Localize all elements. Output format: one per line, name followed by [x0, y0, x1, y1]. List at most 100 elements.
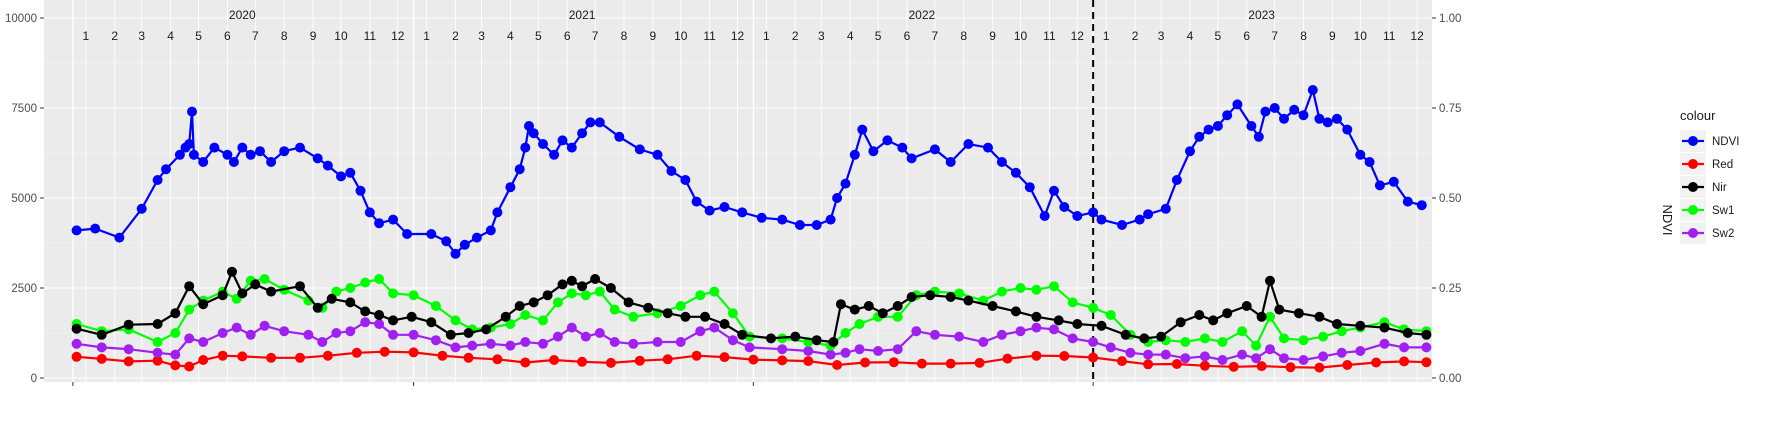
data-point-ndvi [719, 202, 730, 212]
data-point-ndvi [585, 117, 596, 128]
data-point-sw2 [744, 342, 755, 353]
data-point-sw2 [854, 344, 865, 355]
data-point-nir [643, 302, 654, 313]
month-label: 1 [763, 29, 770, 43]
year-label: 2022 [909, 8, 936, 22]
data-point-red [170, 360, 181, 371]
data-point-ndvi [1010, 167, 1021, 178]
data-point-sw2 [184, 333, 195, 344]
month-label: 6 [564, 29, 571, 43]
data-point-nir [1194, 310, 1205, 320]
data-point-red [408, 347, 419, 358]
data-point-sw1 [1049, 281, 1059, 292]
data-point-nir [312, 302, 323, 313]
data-point-ndvi [594, 117, 605, 128]
data-point-sw2 [450, 342, 461, 353]
data-point-ndvi [577, 128, 588, 139]
data-point-sw1 [1088, 302, 1099, 313]
month-label: 10 [674, 29, 688, 43]
data-point-nir [828, 337, 839, 347]
data-point-ndvi [811, 220, 822, 230]
month-label: 5 [875, 29, 882, 43]
data-point-red [96, 353, 107, 364]
data-point-nir [811, 335, 822, 346]
month-label: 5 [1215, 29, 1222, 43]
data-point-nir [835, 299, 846, 310]
data-point-sw2 [374, 319, 385, 329]
month-label: 8 [1300, 29, 1307, 43]
data-point-red [1171, 359, 1182, 369]
legend-label: Sw1 [1712, 205, 1734, 217]
data-point-sw1 [430, 301, 441, 311]
data-point-ndvi [868, 146, 879, 157]
grid-lines [44, 0, 1432, 382]
y-tick-label-right: 0.00 [1439, 373, 1461, 385]
month-label: 2 [111, 29, 118, 43]
data-point-ndvi [174, 149, 185, 160]
data-point-ndvi [1203, 124, 1214, 135]
data-point-ndvi [228, 157, 239, 167]
data-point-ndvi [1171, 175, 1182, 185]
y-tick-label-right: 0.25 [1439, 283, 1461, 295]
data-point-red [322, 350, 333, 361]
data-point-sw1 [331, 286, 342, 297]
data-point-sw2 [727, 335, 738, 346]
data-point-sw2 [803, 346, 814, 356]
data-point-sw2 [1251, 353, 1262, 364]
data-point-ndvi [1364, 157, 1375, 167]
data-point-ndvi [245, 149, 256, 160]
data-point-ndvi [426, 229, 437, 239]
data-point-sw2 [628, 338, 639, 349]
data-point-ndvi [505, 182, 516, 193]
data-point-ndvi [1342, 124, 1353, 135]
data-point-ndvi [355, 185, 366, 196]
data-point-sw2 [485, 338, 496, 349]
data-point-ndvi [1232, 99, 1243, 110]
data-point-sw1 [1265, 311, 1275, 322]
data-point-ndvi [666, 166, 677, 176]
data-point-ndvi [1024, 182, 1035, 193]
data-point-ndvi [136, 203, 147, 214]
month-label: 7 [592, 29, 599, 43]
data-point-nir [345, 297, 356, 308]
data-point-nir [388, 315, 399, 326]
legend-key-point [1688, 205, 1698, 215]
data-point-ndvi [471, 232, 482, 243]
data-point-ndvi [90, 223, 101, 234]
data-point-ndvi [322, 160, 333, 171]
y-tick-label-left: 5000 [11, 193, 37, 205]
data-point-nir [863, 301, 874, 311]
data-point-ndvi [520, 142, 531, 153]
data-point-red [492, 354, 503, 365]
data-point-red [152, 355, 163, 366]
data-point-sw2 [1279, 353, 1289, 364]
data-point-red [1088, 352, 1099, 363]
data-point-nir [605, 283, 616, 293]
data-point-ndvi [402, 229, 413, 239]
data-point-red [1031, 350, 1042, 361]
data-point-ndvi [652, 149, 663, 160]
data-point-nir [1031, 311, 1042, 322]
data-point-ndvi [1416, 200, 1427, 211]
data-point-ndvi [336, 171, 346, 182]
y-axis-left: 0 2500 5000 7500 10000 [5, 13, 44, 385]
data-point-ndvi [295, 142, 305, 153]
data-point-ndvi [1222, 110, 1233, 121]
data-point-ndvi [1088, 207, 1099, 218]
data-point-sw2 [609, 337, 620, 347]
data-point-red [237, 351, 248, 362]
data-point-sw1 [1031, 284, 1042, 295]
data-point-sw1 [996, 286, 1007, 297]
data-point-sw1 [184, 304, 195, 315]
data-point-red [1199, 360, 1210, 371]
year-label: 2020 [229, 8, 256, 22]
data-point-ndvi [566, 142, 577, 153]
data-point-red [916, 358, 927, 369]
y-tick-label-right: 1.00 [1439, 13, 1461, 25]
data-point-sw1 [854, 319, 865, 329]
data-point-nir [1156, 331, 1167, 342]
data-point-sw2 [777, 344, 788, 355]
data-point-red [549, 355, 560, 365]
data-point-sw1 [1105, 310, 1116, 320]
data-point-nir [1120, 329, 1131, 340]
